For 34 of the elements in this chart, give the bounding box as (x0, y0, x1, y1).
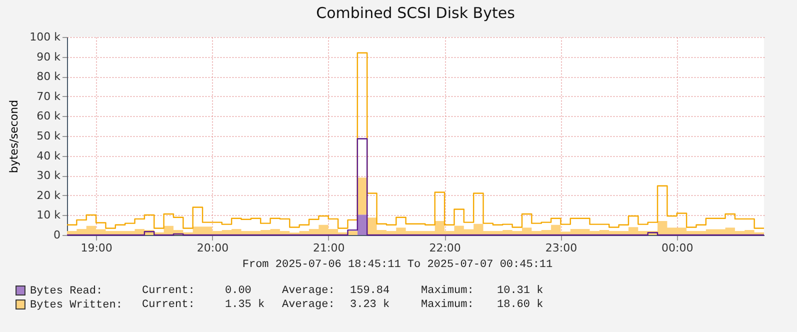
y-tick-label: 10 k (36, 208, 62, 222)
y-tick-label: 40 k (36, 149, 62, 162)
x-tick-label: 21:00 (313, 242, 345, 254)
text: From 2025-07-06 18:45:11 To 2025-07-07 00:45:11 (242, 259, 554, 271)
y-tick-label: 70 k (36, 90, 62, 103)
y-tick-label: 90 k (36, 50, 62, 64)
text: Maximum: (421, 299, 474, 311)
legend-label: Bytes Read: (30, 286, 103, 298)
x-tick-label: 20:00 (196, 242, 229, 254)
text: 10.31 k (497, 285, 544, 297)
y-tick-label: 20 k (36, 188, 62, 202)
text: 0.00 (225, 285, 252, 297)
text: 3.23 k (350, 299, 390, 311)
text: Average: (282, 285, 335, 297)
y-tick-label: 60 k (36, 110, 62, 123)
text: Average: (282, 299, 335, 311)
text: 1.35 k (225, 299, 266, 311)
y-axis-title: bytes/second (8, 100, 21, 174)
y-tick-label: 50 k (36, 130, 62, 142)
y-tick-label: 0 (54, 228, 60, 242)
x-tick-label: 22:00 (429, 242, 461, 254)
text: 18.60 k (497, 299, 544, 311)
chart-title: Combined SCSI Disk Bytes (316, 4, 516, 22)
y-tick-label: 80 k (36, 70, 62, 84)
y-tick-label: 100 k (30, 30, 62, 44)
x-tick-label: 23:00 (545, 242, 578, 254)
legend-label: Bytes Written: (30, 300, 122, 312)
x-tick-label: 00:00 (662, 242, 694, 254)
text: Current: (142, 285, 195, 297)
y-tick-label: 30 k (36, 169, 62, 182)
text: Maximum: (421, 285, 474, 297)
text: Current: (142, 299, 195, 311)
x-tick-label: 19:00 (80, 242, 112, 254)
text: 159.84 (350, 285, 390, 297)
